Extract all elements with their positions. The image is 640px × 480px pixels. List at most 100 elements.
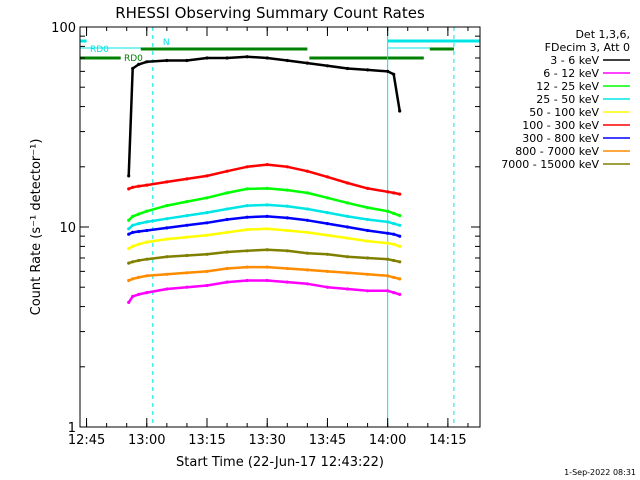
data-point-50-100-kev <box>131 244 135 248</box>
rd-marker-label: RD0 <box>124 54 143 64</box>
data-point-50-100-kev <box>265 227 269 231</box>
data-point-3-6-kev <box>205 56 209 60</box>
data-point-100-300-kev <box>205 174 209 178</box>
data-point-7000-15000-kev <box>145 257 149 261</box>
data-point-300-800-kev <box>185 223 189 227</box>
data-point-6-12-kev <box>137 292 141 296</box>
data-point-6-12-kev <box>165 287 169 291</box>
data-point-3-6-kev <box>137 62 141 66</box>
data-point-3-6-kev <box>325 64 329 68</box>
data-point-50-100-kev <box>398 244 402 248</box>
data-point-50-100-kev <box>205 233 209 237</box>
data-point-100-300-kev <box>185 177 189 181</box>
series-layer <box>127 55 402 304</box>
data-point-6-12-kev <box>366 289 370 293</box>
data-point-6-12-kev <box>145 291 149 295</box>
data-point-6-12-kev <box>225 280 229 284</box>
data-point-800-7000-kev <box>366 272 370 276</box>
legend-label: 25 - 50 keV <box>536 93 599 106</box>
data-point-300-800-kev <box>127 232 131 236</box>
series-line-3-6-kev <box>127 55 401 176</box>
data-point-3-6-kev <box>165 58 169 63</box>
data-point-300-800-kev <box>392 232 396 236</box>
data-point-800-7000-kev <box>392 275 396 279</box>
data-point-12-25-kev <box>131 214 135 218</box>
data-point-25-50-kev <box>305 207 309 211</box>
data-point-800-7000-kev <box>137 275 141 279</box>
data-point-100-300-kev <box>392 191 396 195</box>
data-point-25-50-kev <box>386 220 390 224</box>
data-point-6-12-kev <box>345 287 350 291</box>
data-point-25-50-kev <box>366 217 370 222</box>
data-point-800-7000-kev <box>305 268 309 272</box>
data-point-25-50-kev <box>345 214 350 218</box>
data-point-6-12-kev <box>398 292 402 296</box>
data-point-3-6-kev <box>265 56 269 60</box>
data-point-25-50-kev <box>398 223 402 227</box>
data-point-300-800-kev <box>245 215 249 219</box>
data-point-3-6-kev <box>225 56 229 60</box>
series-line-50-100-kev <box>128 227 401 250</box>
data-point-50-100-kev <box>366 239 370 243</box>
data-point-800-7000-kev <box>245 265 249 269</box>
data-point-12-25-kev <box>366 206 370 210</box>
data-point-50-100-kev <box>245 228 249 232</box>
legend-label: 3 - 6 keV <box>550 54 599 67</box>
data-point-3-6-kev <box>145 60 149 64</box>
data-point-50-100-kev <box>185 235 189 239</box>
data-point-12-25-kev <box>245 187 249 191</box>
data-point-50-100-kev <box>386 241 390 245</box>
series-line-6-12-kev <box>127 279 401 304</box>
data-point-800-7000-kev <box>131 277 135 281</box>
data-point-7000-15000-kev <box>127 261 131 265</box>
data-point-25-50-kev <box>245 204 249 208</box>
data-point-12-25-kev <box>137 212 141 216</box>
data-point-25-50-kev <box>265 203 269 207</box>
data-point-50-100-kev <box>127 247 131 251</box>
data-point-50-100-kev <box>165 237 169 241</box>
data-point-12-25-kev <box>325 196 329 200</box>
data-point-3-6-kev <box>285 58 289 63</box>
axes-layer: 12:45 13:00 13:15 13:30 13:45 14:00 14:15 1 10 10… <box>51 21 480 448</box>
data-point-25-50-kev <box>145 220 149 224</box>
data-point-300-800-kev <box>285 216 289 220</box>
data-point-50-100-kev <box>392 242 396 246</box>
data-point-3-6-kev <box>345 66 350 71</box>
data-point-3-6-kev <box>392 72 396 76</box>
legend-header-line: Det 1,3,6, <box>575 28 630 41</box>
data-point-50-100-kev <box>285 228 289 233</box>
data-point-100-300-kev <box>145 183 149 187</box>
data-point-800-7000-kev <box>205 269 209 273</box>
data-point-25-50-kev <box>185 214 189 218</box>
data-point-50-100-kev <box>325 233 329 237</box>
data-point-100-300-kev <box>305 169 309 173</box>
y-tick-label: 10 <box>59 221 76 236</box>
data-point-12-25-kev <box>392 211 396 215</box>
data-point-3-6-kev <box>131 66 135 71</box>
data-point-300-800-kev <box>386 231 390 235</box>
data-point-25-50-kev <box>205 211 209 215</box>
annotation-bars-layer: N RD0 RD0 <box>80 38 480 64</box>
data-point-800-7000-kev <box>225 266 229 271</box>
x-axis-label: Start Time (22-Jun-17 12:43:22) <box>176 455 384 470</box>
data-point-6-12-kev <box>131 294 135 298</box>
series-line-800-7000-kev <box>128 265 401 282</box>
data-point-800-7000-kev <box>325 269 329 273</box>
data-point-6-12-kev <box>265 278 269 283</box>
data-point-300-800-kev <box>305 218 309 222</box>
data-point-7000-15000-kev <box>285 249 289 253</box>
data-point-12-25-kev <box>386 209 390 213</box>
data-point-12-25-kev <box>205 196 209 200</box>
data-point-12-25-kev <box>165 204 169 208</box>
data-point-100-300-kev <box>398 192 402 196</box>
data-point-7000-15000-kev <box>225 250 229 254</box>
data-point-6-12-kev <box>305 282 309 286</box>
data-point-7000-15000-kev <box>366 256 370 260</box>
data-point-6-12-kev <box>205 283 209 288</box>
data-point-7000-15000-kev <box>165 255 169 259</box>
vertical-markers-layer <box>79 27 455 427</box>
data-point-6-12-kev <box>392 291 396 295</box>
data-point-6-12-kev <box>325 285 329 289</box>
